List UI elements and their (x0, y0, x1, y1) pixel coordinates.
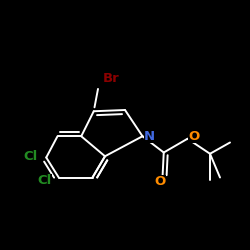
Text: Cl: Cl (38, 174, 52, 187)
Text: Cl: Cl (24, 150, 38, 164)
Text: O: O (188, 130, 199, 143)
Text: N: N (144, 130, 155, 143)
Text: O: O (154, 175, 166, 188)
Text: Br: Br (102, 72, 119, 85)
